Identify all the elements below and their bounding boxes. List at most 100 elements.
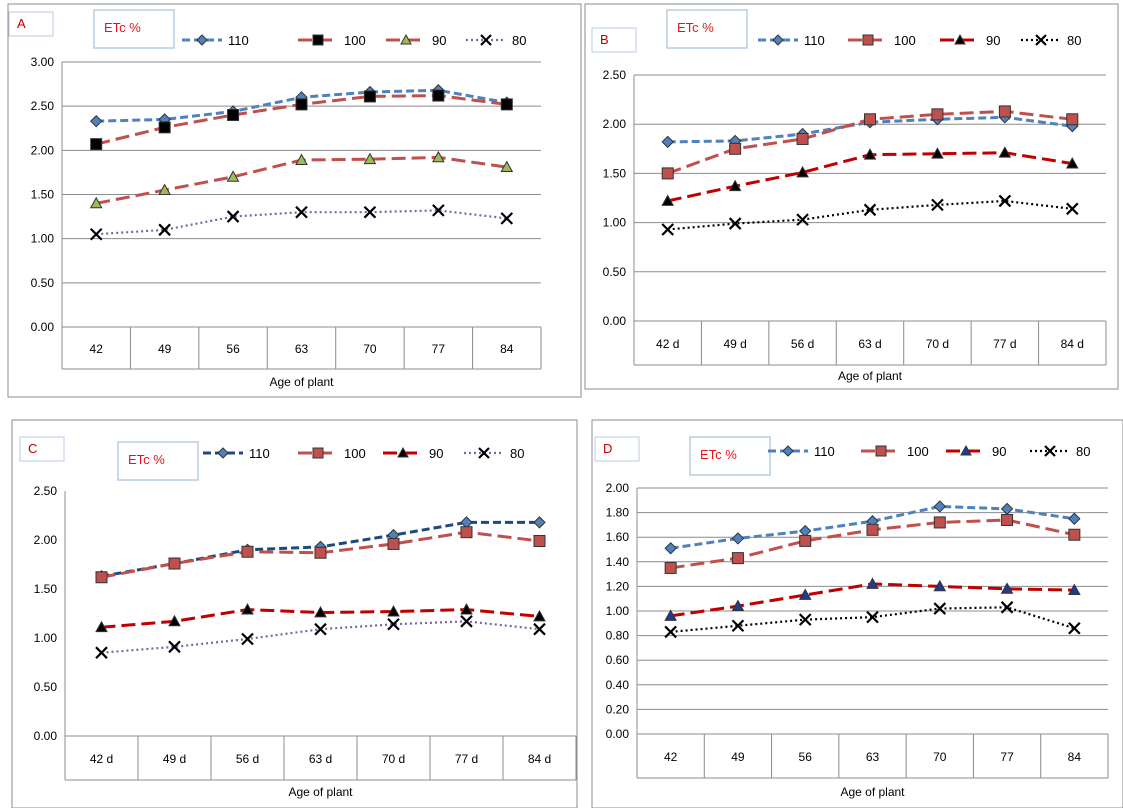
legend-marker xyxy=(876,446,886,456)
y-tick-label: 0.50 xyxy=(34,680,58,694)
y-tick-label: 1.00 xyxy=(606,604,630,618)
x-tick-label: 84 d xyxy=(1061,337,1084,351)
legend-label: 90 xyxy=(432,33,446,48)
legend-label: 80 xyxy=(512,33,526,48)
panel-frame xyxy=(8,4,581,397)
y-tick-label: 1.60 xyxy=(606,530,630,544)
legend-label: 90 xyxy=(992,444,1006,459)
x-tick-label: 56 xyxy=(226,342,240,356)
y-tick-label: 2.50 xyxy=(31,99,55,113)
x-tick-label: 63 xyxy=(866,750,880,764)
panel-label: A xyxy=(17,16,26,31)
legend-title: ETc % xyxy=(104,20,141,35)
legend-label: 110 xyxy=(228,33,249,48)
data-point xyxy=(315,547,326,558)
legend-marker xyxy=(313,448,323,458)
data-point xyxy=(461,527,472,538)
data-point xyxy=(662,168,673,179)
data-point xyxy=(159,122,170,133)
x-tick-label: 42 xyxy=(664,750,678,764)
data-point xyxy=(865,114,876,125)
panel-label: B xyxy=(600,32,609,47)
panel-label-box: D xyxy=(595,437,639,461)
panel-label: C xyxy=(28,441,37,456)
panel-frame xyxy=(12,420,577,808)
legend-title: ETc % xyxy=(128,452,165,467)
panel-label-border xyxy=(9,12,53,36)
data-point xyxy=(169,558,180,569)
y-tick-label: 0.50 xyxy=(603,265,627,279)
data-point xyxy=(999,106,1010,117)
x-tick-label: 63 xyxy=(295,342,309,356)
x-tick-label: 84 xyxy=(1068,750,1082,764)
y-tick-label: 1.80 xyxy=(606,506,630,520)
y-tick-label: 1.50 xyxy=(31,188,55,202)
legend-label: 100 xyxy=(907,444,929,459)
x-tick-label: 56 xyxy=(799,750,813,764)
y-tick-label: 2.00 xyxy=(34,533,58,547)
x-tick-label: 49 xyxy=(731,750,745,764)
legend-label: 100 xyxy=(344,33,366,48)
chart-panel-c: C ETc % 0.00 0.50 1.00 1.50 2.00 2.50 42 d 49 d 56… xyxy=(12,420,577,808)
x-tick-label: 77 d xyxy=(455,752,478,766)
x-tick-label: 70 xyxy=(933,750,947,764)
y-tick-label: 1.00 xyxy=(31,232,55,246)
y-tick-label: 2.00 xyxy=(603,117,627,131)
y-tick-label: 1.00 xyxy=(603,216,627,230)
legend-title-box: ETc % xyxy=(667,10,747,48)
legend-label: 90 xyxy=(986,33,1000,48)
data-point xyxy=(433,90,444,101)
legend-label: 110 xyxy=(804,33,825,48)
legend-label: 100 xyxy=(894,33,916,48)
legend-title: ETc % xyxy=(700,447,737,462)
data-point xyxy=(388,538,399,549)
x-tick-label: 84 xyxy=(500,342,514,356)
data-point xyxy=(1067,114,1078,125)
x-axis-label: Age of plant xyxy=(840,785,905,799)
y-tick-label: 1.50 xyxy=(603,166,627,180)
panel-label-border xyxy=(592,28,636,52)
legend-marker xyxy=(863,35,873,45)
data-point xyxy=(730,143,741,154)
y-tick-label: 0.00 xyxy=(603,314,627,328)
panel-label-border xyxy=(595,437,639,461)
x-axis-label: Age of plant xyxy=(288,785,353,799)
y-tick-label: 0.50 xyxy=(31,276,55,290)
data-point xyxy=(932,109,943,120)
chart-panel-b: BETc %0.000.501.001.502.002.5042 d 49 d 56… xyxy=(585,4,1118,389)
legend-label: 80 xyxy=(1067,33,1081,48)
x-tick-label: 70 d xyxy=(926,337,949,351)
legend-title-box: ETc % xyxy=(690,437,770,475)
chart-panel-a: A ETc % 0.00 0.50 1.00 1.50 2.00 2.50 3.00 42 49 56… xyxy=(8,4,581,397)
data-point xyxy=(228,110,239,121)
legend-label: 80 xyxy=(510,446,524,461)
y-tick-label: 0.20 xyxy=(606,702,630,716)
x-tick-label: 70 xyxy=(363,342,377,356)
x-tick-label: 77 xyxy=(432,342,446,356)
data-point xyxy=(242,546,253,557)
panel-label-box: B xyxy=(592,28,636,52)
y-tick-label: 0.80 xyxy=(606,629,630,643)
legend-label: 110 xyxy=(249,446,270,461)
x-tick-label: 63 d xyxy=(309,752,332,766)
data-point xyxy=(934,517,945,528)
panel-label-box: A xyxy=(9,12,53,36)
y-tick-label: 0.40 xyxy=(606,678,630,692)
x-tick-label: 56 d xyxy=(791,337,814,351)
data-point xyxy=(665,562,676,573)
panel-label: D xyxy=(603,441,612,456)
y-tick-label: 0.00 xyxy=(606,727,630,741)
data-point xyxy=(800,535,811,546)
legend-label: 100 xyxy=(344,446,366,461)
data-point xyxy=(364,91,375,102)
y-tick-label: 1.20 xyxy=(606,579,630,593)
x-tick-label: 84 d xyxy=(528,752,551,766)
panel-frame xyxy=(585,4,1118,389)
x-tick-label: 42 xyxy=(90,342,104,356)
y-tick-label: 2.00 xyxy=(606,481,630,495)
x-tick-label: 77 d xyxy=(993,337,1016,351)
legend-title: ETc % xyxy=(677,20,714,35)
x-tick-label: 49 d xyxy=(723,337,746,351)
data-point xyxy=(732,553,743,564)
